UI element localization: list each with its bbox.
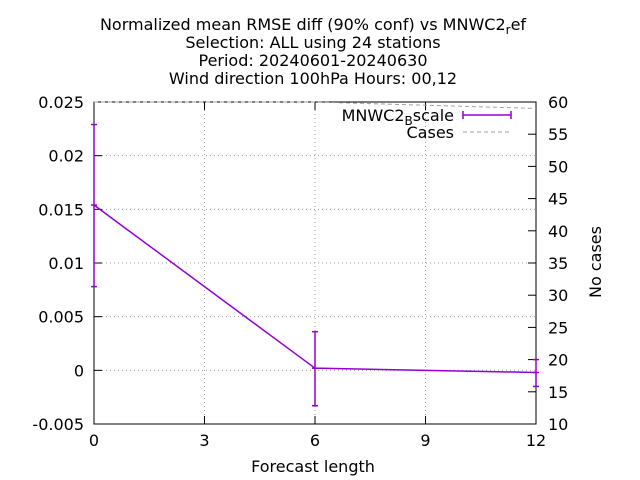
cases-line xyxy=(94,101,537,109)
y-tick-label: 0 xyxy=(74,361,84,380)
title-line-4: Wind direction 100hPa Hours: 00,12 xyxy=(169,69,457,88)
y2-tick-label: 35 xyxy=(548,254,568,273)
x-tick-label: 0 xyxy=(89,431,99,450)
y2-tick-label: 60 xyxy=(548,93,568,112)
y2-tick-label: 15 xyxy=(548,383,568,402)
tick-labels: -0.00500.0050.010.0150.020.0251015202530… xyxy=(32,93,568,450)
y2-tick-label: 40 xyxy=(548,222,568,241)
y-tick-label: 0.02 xyxy=(48,147,84,166)
chart-title: Normalized mean RMSE diff (90% conf) vs … xyxy=(100,15,526,88)
y2-tick-label: 25 xyxy=(548,318,568,337)
plot-area xyxy=(91,101,539,407)
y2-tick-label: 10 xyxy=(548,415,568,434)
y2-tick-label: 55 xyxy=(548,125,568,144)
y-tick-label: -0.005 xyxy=(32,415,84,434)
y2-tick-label: 50 xyxy=(548,157,568,176)
y-tick-label: 0.015 xyxy=(38,200,84,219)
legend-label-cases: Cases xyxy=(407,123,455,142)
y2-tick-label: 20 xyxy=(548,351,568,370)
y2-tick-label: 30 xyxy=(548,286,568,305)
legend-label-series: MNWC2Bscale xyxy=(342,106,454,128)
x-tick-label: 6 xyxy=(310,431,320,450)
x-tick-label: 9 xyxy=(420,431,430,450)
y2-tick-label: 45 xyxy=(548,190,568,209)
x-axis-label: Forecast length xyxy=(251,457,375,476)
x-tick-label: 3 xyxy=(199,431,209,450)
y-tick-label: 0.01 xyxy=(48,254,84,273)
y-tick-label: 0.005 xyxy=(38,308,84,327)
title-line-3: Period: 20240601-20240630 xyxy=(198,51,427,70)
title-line-1: Normalized mean RMSE diff (90% conf) vs … xyxy=(100,15,526,37)
y2-axis-label: No cases xyxy=(586,226,605,298)
title-line-2: Selection: ALL using 24 stations xyxy=(185,33,440,52)
x-tick-label: 12 xyxy=(526,431,546,450)
y-tick-label: 0.025 xyxy=(38,93,84,112)
